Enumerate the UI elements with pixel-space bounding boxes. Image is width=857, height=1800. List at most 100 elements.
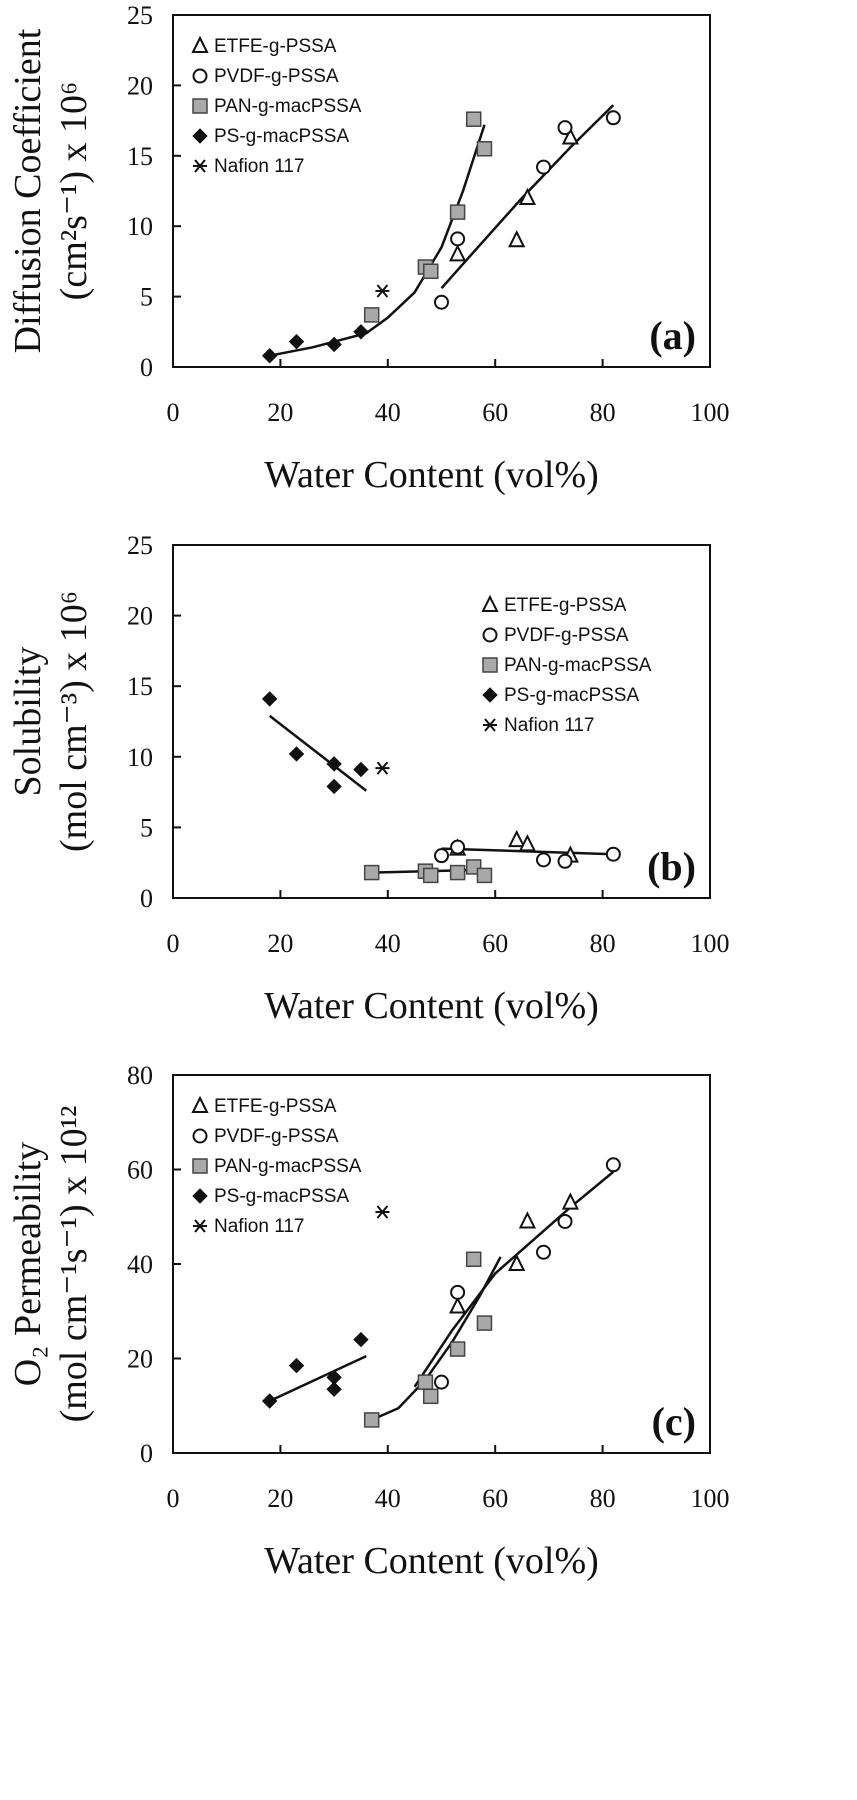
data-point <box>508 1253 526 1271</box>
series-etfe-g-pssa <box>448 127 579 262</box>
data-point <box>363 307 380 323</box>
data-point <box>561 1192 579 1210</box>
data-point <box>326 778 342 795</box>
legend-marker <box>481 594 499 612</box>
data-point <box>434 1374 449 1390</box>
data-point <box>434 294 449 310</box>
data-point <box>423 263 439 280</box>
legend-item: PAN-g-macPSSA <box>192 1156 362 1177</box>
plot-frame <box>172 14 711 368</box>
x-tick-label: 80 <box>590 1484 616 1513</box>
legend-item: ETFE-g-PSSA <box>191 1095 337 1117</box>
x-tick-label: 20 <box>267 398 293 427</box>
y-tick-label: 20 <box>127 1345 153 1374</box>
data-point <box>423 867 439 884</box>
legend-marker <box>192 1188 208 1204</box>
plot-panel: 0 20 40 60 80 100 0 5 10 15 20 25 Water Content (vol… <box>7 531 730 1027</box>
x-tick-label: 40 <box>375 1484 401 1513</box>
series-ps-g-macpssa <box>261 324 369 364</box>
data-point <box>518 187 537 206</box>
data-point <box>375 761 390 775</box>
x-axis-title: Water Content (vol%) <box>264 985 599 1027</box>
legend-label: Nafion 117 <box>214 1216 305 1237</box>
y-axis-title: (mol cm⁻¹s⁻¹) x 10¹² <box>53 1106 95 1423</box>
data-point <box>363 864 380 881</box>
data-point <box>536 852 552 868</box>
x-tick-label: 100 <box>691 929 730 958</box>
legend-item: PVDF-g-PSSA <box>482 625 629 646</box>
y-axis-title: Diffusion Coefficient <box>7 28 49 353</box>
legend-label: PVDF-g-PSSA <box>214 66 339 87</box>
y-axis-title: Solubility <box>7 647 49 797</box>
data-point <box>261 691 278 707</box>
y-tick-label: 20 <box>127 71 153 100</box>
y-axis-title: (mol cm⁻³) x 10⁶ <box>53 591 95 852</box>
x-tick-label: 60 <box>482 1484 508 1513</box>
legend-marker <box>482 687 498 703</box>
series-etfe-g-pssa <box>448 1192 579 1314</box>
data-point <box>288 746 305 762</box>
data-point <box>288 1357 305 1374</box>
legend-item: Nafion 117 <box>193 1216 305 1237</box>
y-tick-label: 80 <box>127 1061 153 1090</box>
legend-label: PS-g-macPSSA <box>214 1186 349 1207</box>
series-nafion-117 <box>375 1205 390 1219</box>
y-tick-label: 15 <box>127 672 153 701</box>
x-tick-label: 20 <box>267 1484 293 1513</box>
plot-frame <box>172 544 711 899</box>
data-point <box>605 1157 621 1173</box>
y-tick-label: 15 <box>127 142 153 171</box>
legend-marker <box>191 35 209 53</box>
y-tick-label: 40 <box>127 1250 153 1279</box>
legend-item: Nafion 117 <box>483 715 595 736</box>
data-point <box>557 1213 573 1229</box>
data-point <box>375 1205 390 1219</box>
data-point <box>448 1296 467 1314</box>
legend-marker <box>191 1095 209 1113</box>
data-point <box>450 1284 466 1300</box>
y-axis-title: (cm²s⁻¹) x 10⁶ <box>53 82 95 301</box>
star-stroke <box>194 1219 206 1233</box>
data-point <box>363 1412 380 1428</box>
y-tick-label: 20 <box>127 602 153 631</box>
data-point <box>450 231 466 247</box>
star-stroke <box>194 159 206 173</box>
y-tick-label: 0 <box>140 1439 153 1468</box>
legend: ETFE-g-PSSA PVDF-g-PSSA PAN-g-macPSSA PS-g-… <box>191 35 362 177</box>
legend-marker <box>193 1219 207 1233</box>
legend-label: PS-g-macPSSA <box>214 126 349 147</box>
data-point <box>476 141 493 157</box>
data-point <box>423 1388 439 1405</box>
panel-label: (c) <box>652 1399 696 1444</box>
legend-marker <box>192 98 208 114</box>
series-pan-g-macpssa <box>363 859 493 884</box>
data-point <box>353 761 369 778</box>
series-nafion-117 <box>375 761 390 775</box>
legend-label: ETFE-g-PSSA <box>504 595 627 616</box>
legend-label: Nafion 117 <box>214 156 305 177</box>
y-tick-label: 0 <box>140 884 153 913</box>
data-point <box>508 230 526 248</box>
data-point <box>450 839 466 855</box>
data-point <box>353 1331 369 1348</box>
legend-label: PS-g-macPSSA <box>504 685 639 706</box>
plot-panel: 0 20 40 60 80 100 0 5 10 15 20 25 Water Content (vol… <box>7 1 730 496</box>
legend-marker <box>482 657 498 673</box>
x-tick-label: 0 <box>167 398 180 427</box>
fit-line <box>268 714 368 792</box>
fit-line <box>440 104 615 290</box>
y-tick-label: 10 <box>127 212 153 241</box>
legend-marker <box>192 68 208 84</box>
star-stroke <box>376 761 389 775</box>
legend-marker <box>192 1128 208 1144</box>
x-tick-label: 60 <box>482 398 508 427</box>
x-tick-label: 0 <box>167 929 180 958</box>
series-ps-g-macpssa <box>261 691 369 795</box>
y-tick-label: 25 <box>127 531 153 560</box>
legend-label: ETFE-g-PSSA <box>214 1096 337 1117</box>
y-tick-label: 60 <box>127 1156 153 1185</box>
data-point <box>448 244 467 262</box>
y-tick-label: 0 <box>140 353 153 382</box>
legend-item: Nafion 117 <box>193 156 305 177</box>
